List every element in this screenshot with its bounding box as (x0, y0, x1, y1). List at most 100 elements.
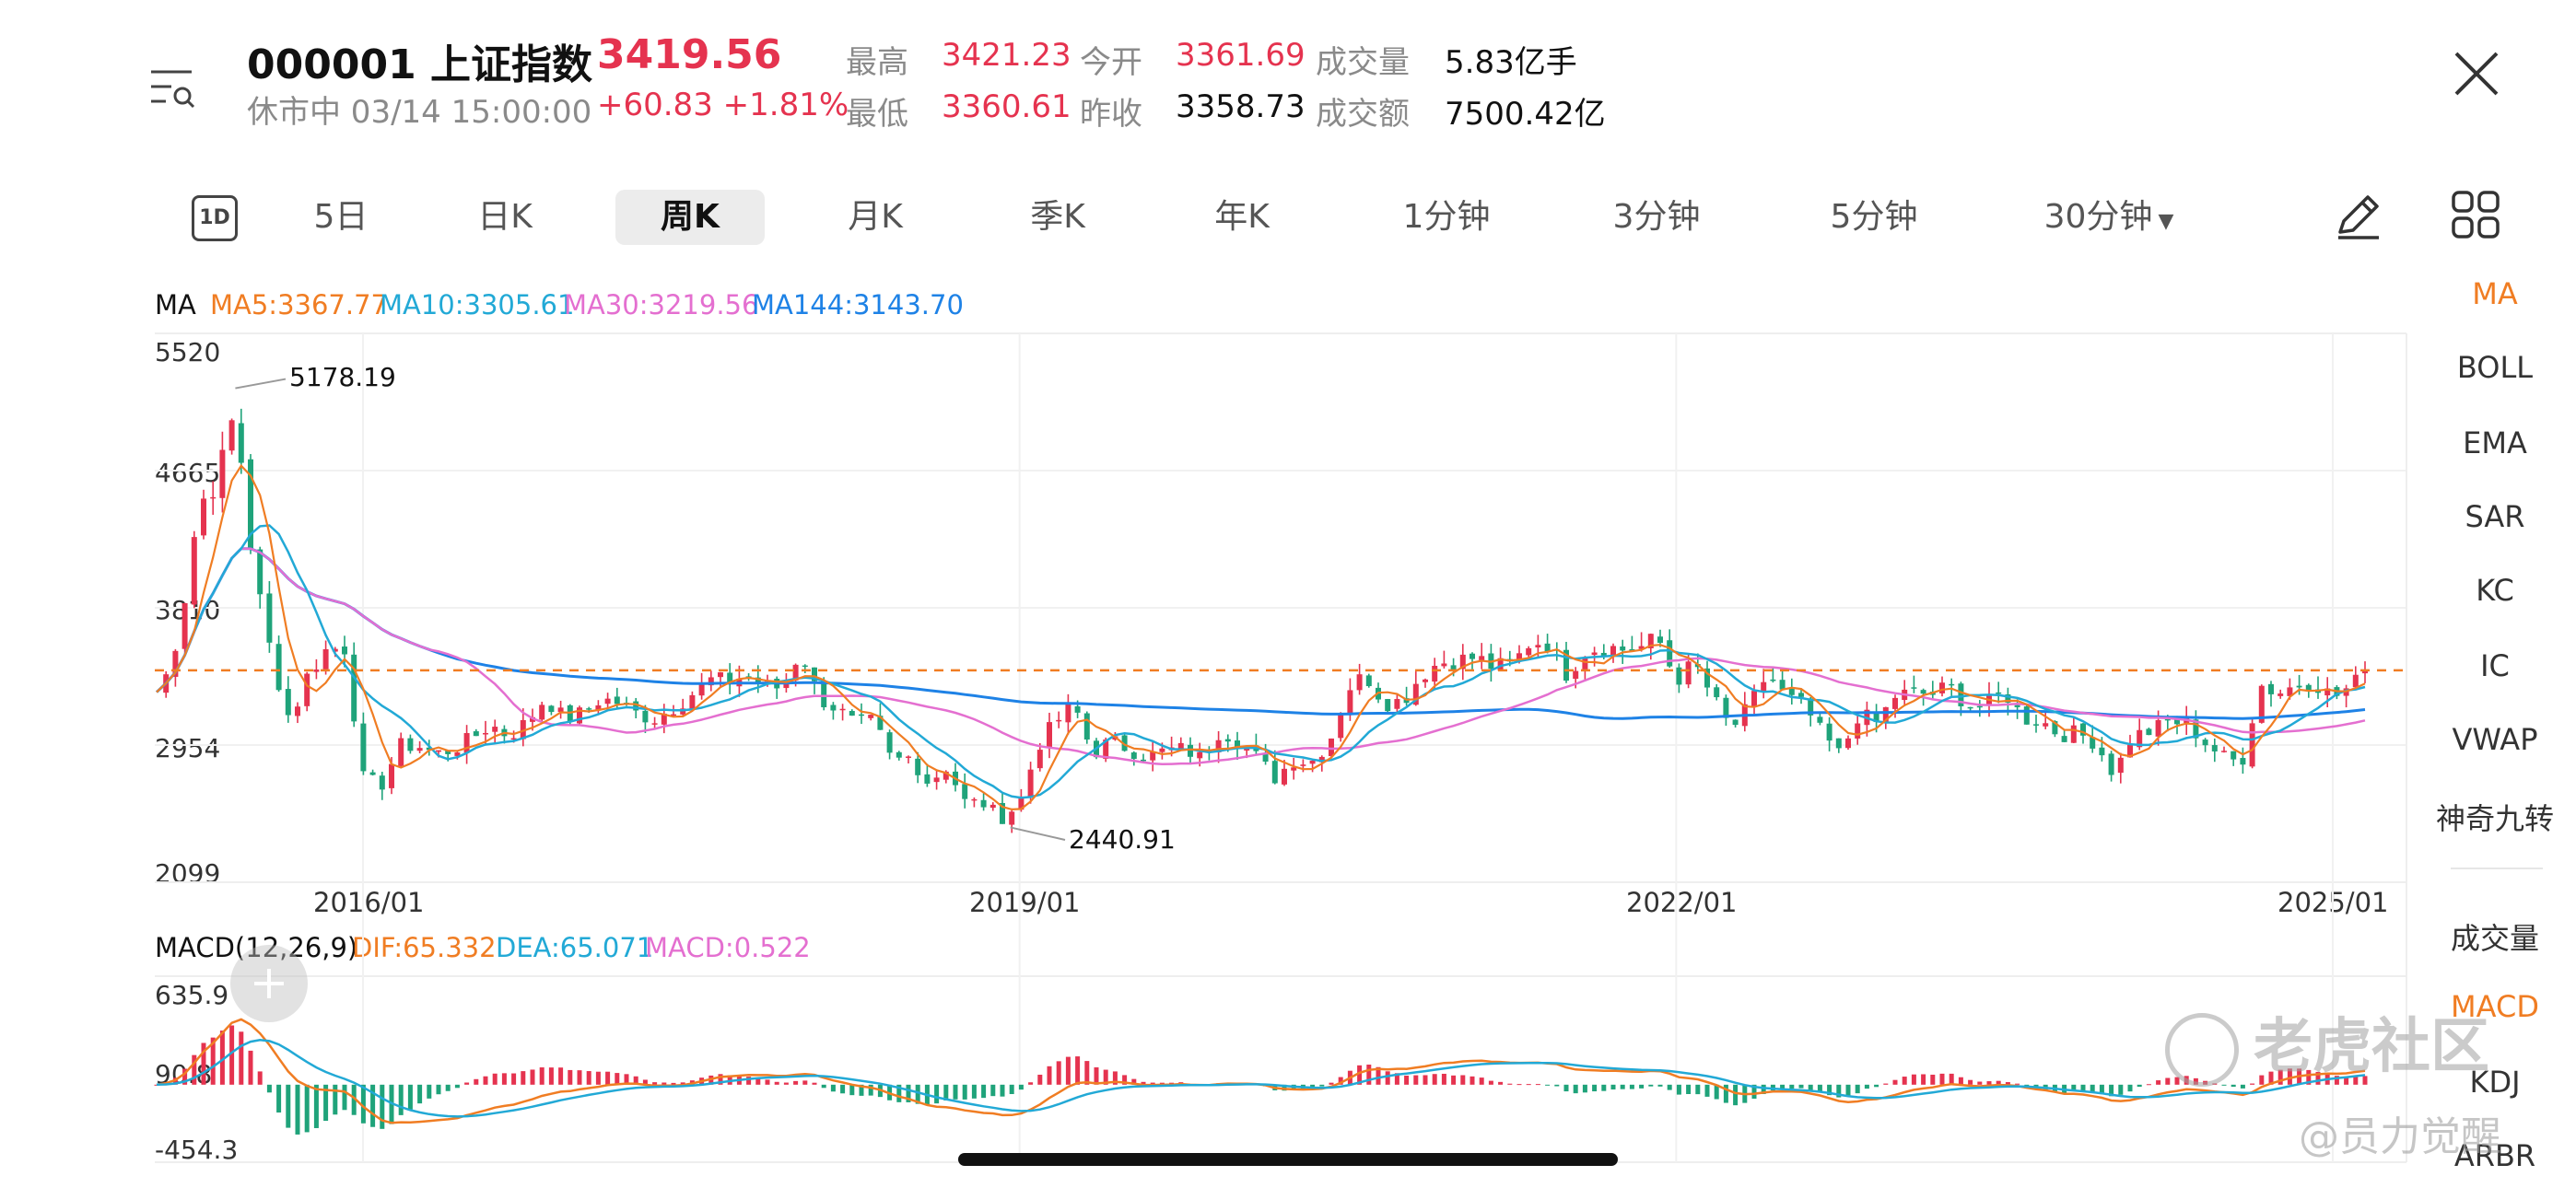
tab-monthly[interactable]: 月K (848, 198, 903, 236)
candle-body (426, 747, 432, 751)
candle-body (1582, 657, 1588, 671)
candle-body (539, 705, 545, 720)
tab-quarterly[interactable]: 季K (1030, 198, 1085, 236)
indicator-ema[interactable]: EMA (2463, 425, 2527, 460)
macd-histogram-bar (1357, 1065, 1363, 1085)
candle-body (2296, 685, 2302, 688)
dea-line (156, 1039, 2366, 1118)
open-label: 今开 (1080, 44, 1142, 81)
tab-weekly[interactable]: 周K (615, 190, 765, 245)
candle-body (1412, 683, 1419, 705)
candle-body (1770, 679, 1776, 681)
candle-body (1235, 740, 1240, 749)
candle-body (322, 648, 329, 670)
macd-y-tick-label: 635.9 (155, 980, 229, 1010)
ma144-legend: MA144:3143.70 (752, 289, 964, 320)
candle-body (1338, 713, 1344, 739)
macd-histogram-bar (1094, 1066, 1099, 1085)
macd-histogram-bar (1789, 1084, 1795, 1089)
candle-body (2240, 758, 2246, 765)
candle-body (1459, 654, 1466, 670)
tab-5day[interactable]: 5日 (313, 198, 369, 236)
macd-histogram-bar (219, 1031, 225, 1085)
macd-histogram-bar (1385, 1071, 1390, 1085)
menu-search-icon[interactable] (147, 64, 199, 116)
layout-grid-icon[interactable] (2451, 190, 2500, 239)
indicator-kc[interactable]: KC (2476, 573, 2514, 608)
indicator-ma[interactable]: MA (2472, 276, 2518, 311)
tab-3min[interactable]: 3分钟 (1612, 198, 1701, 236)
macd-histogram-bar (2221, 1084, 2227, 1086)
indicator-sar[interactable]: SAR (2465, 499, 2525, 534)
home-indicator[interactable] (958, 1153, 1618, 1166)
stock-title: 000001 上证指数 (247, 31, 592, 90)
candle-body (812, 667, 817, 681)
indicator-boll[interactable]: BOLL (2456, 350, 2534, 385)
tab-yearly[interactable]: 年K (1214, 198, 1270, 236)
macd-histogram-bar (1545, 1084, 1551, 1086)
macd-histogram-bar (2109, 1084, 2114, 1097)
macd-histogram-bar (671, 1082, 676, 1085)
tab-30min[interactable]: 30分钟 ▼ (2040, 190, 2178, 245)
candle-body (1188, 744, 1193, 757)
candle-body (1667, 640, 1673, 667)
macd-histogram-bar (1282, 1084, 1287, 1091)
macd-histogram-bar (2005, 1082, 2010, 1085)
macd-histogram-bar (1084, 1061, 1090, 1085)
subindicator-volume[interactable]: 成交量 (2450, 921, 2539, 956)
candle-body (604, 698, 611, 705)
pen-draw-icon[interactable] (2331, 188, 2386, 243)
macd-chart (154, 1018, 2368, 1135)
candle-body (1958, 683, 1964, 706)
watermark-handle: @员力觉醒 (2299, 1113, 2501, 1160)
macd-histogram-bar (2287, 1068, 2292, 1085)
subindicator-macd[interactable]: MACD (2451, 989, 2539, 1024)
candle-body (1065, 704, 1071, 723)
y-tick-label: 2099 (155, 858, 221, 889)
candle-body (971, 798, 978, 801)
candle-body (313, 669, 320, 672)
candle-body (1103, 740, 1109, 759)
indicator-magic-nine[interactable]: 神奇九转 (2435, 801, 2554, 836)
tab-daily[interactable]: 日K (477, 198, 533, 236)
candle-body (389, 763, 394, 788)
candle-body (2090, 737, 2096, 749)
candle-body (416, 748, 423, 751)
macd-histogram-bar (1075, 1056, 1081, 1085)
candle-body (1150, 751, 1156, 761)
macd-histogram-bar (624, 1074, 629, 1085)
plus-icon (254, 969, 284, 998)
tab-5min[interactable]: 5分钟 (1830, 198, 1918, 236)
candle-body (859, 714, 864, 716)
macd-histogram-bar (1629, 1084, 1634, 1089)
tab-1min[interactable]: 1分钟 (1402, 198, 1491, 236)
candle-body (1009, 811, 1015, 825)
low-value: 3360.61 (942, 88, 1071, 125)
macd-histogram-bar (2277, 1069, 2283, 1085)
macd-histogram-bar (1864, 1084, 1869, 1089)
macd-histogram-bar (1535, 1084, 1540, 1086)
macd-histogram-bar (830, 1084, 836, 1092)
add-indicator-button[interactable] (230, 945, 308, 1022)
macd-histogram-bar (642, 1079, 648, 1085)
indicator-ic[interactable]: IC (2480, 648, 2510, 683)
candle-body (877, 716, 884, 730)
close-icon[interactable] (2451, 48, 2502, 99)
candle-body (2164, 718, 2171, 721)
candle-body (614, 696, 620, 705)
price-annotations (235, 378, 1066, 841)
candle-body (1450, 665, 1457, 671)
candle-body (360, 723, 367, 772)
intraday-1d-icon[interactable]: 1D (192, 195, 238, 241)
subindicator-kdj[interactable]: KDJ (2469, 1065, 2521, 1100)
candle-body (1826, 723, 1832, 741)
change-value: +60.83 (597, 87, 713, 123)
subindicator-arbr[interactable]: ARBR (2453, 1138, 2536, 1173)
macd-histogram-bar (981, 1084, 987, 1099)
candle-body (1855, 723, 1861, 739)
high-annotation-label: 5178.19 (289, 362, 396, 392)
candle-body (1714, 687, 1720, 698)
indicator-vwap[interactable]: VWAP (2452, 722, 2538, 757)
macd-histogram-bar (1047, 1066, 1052, 1085)
